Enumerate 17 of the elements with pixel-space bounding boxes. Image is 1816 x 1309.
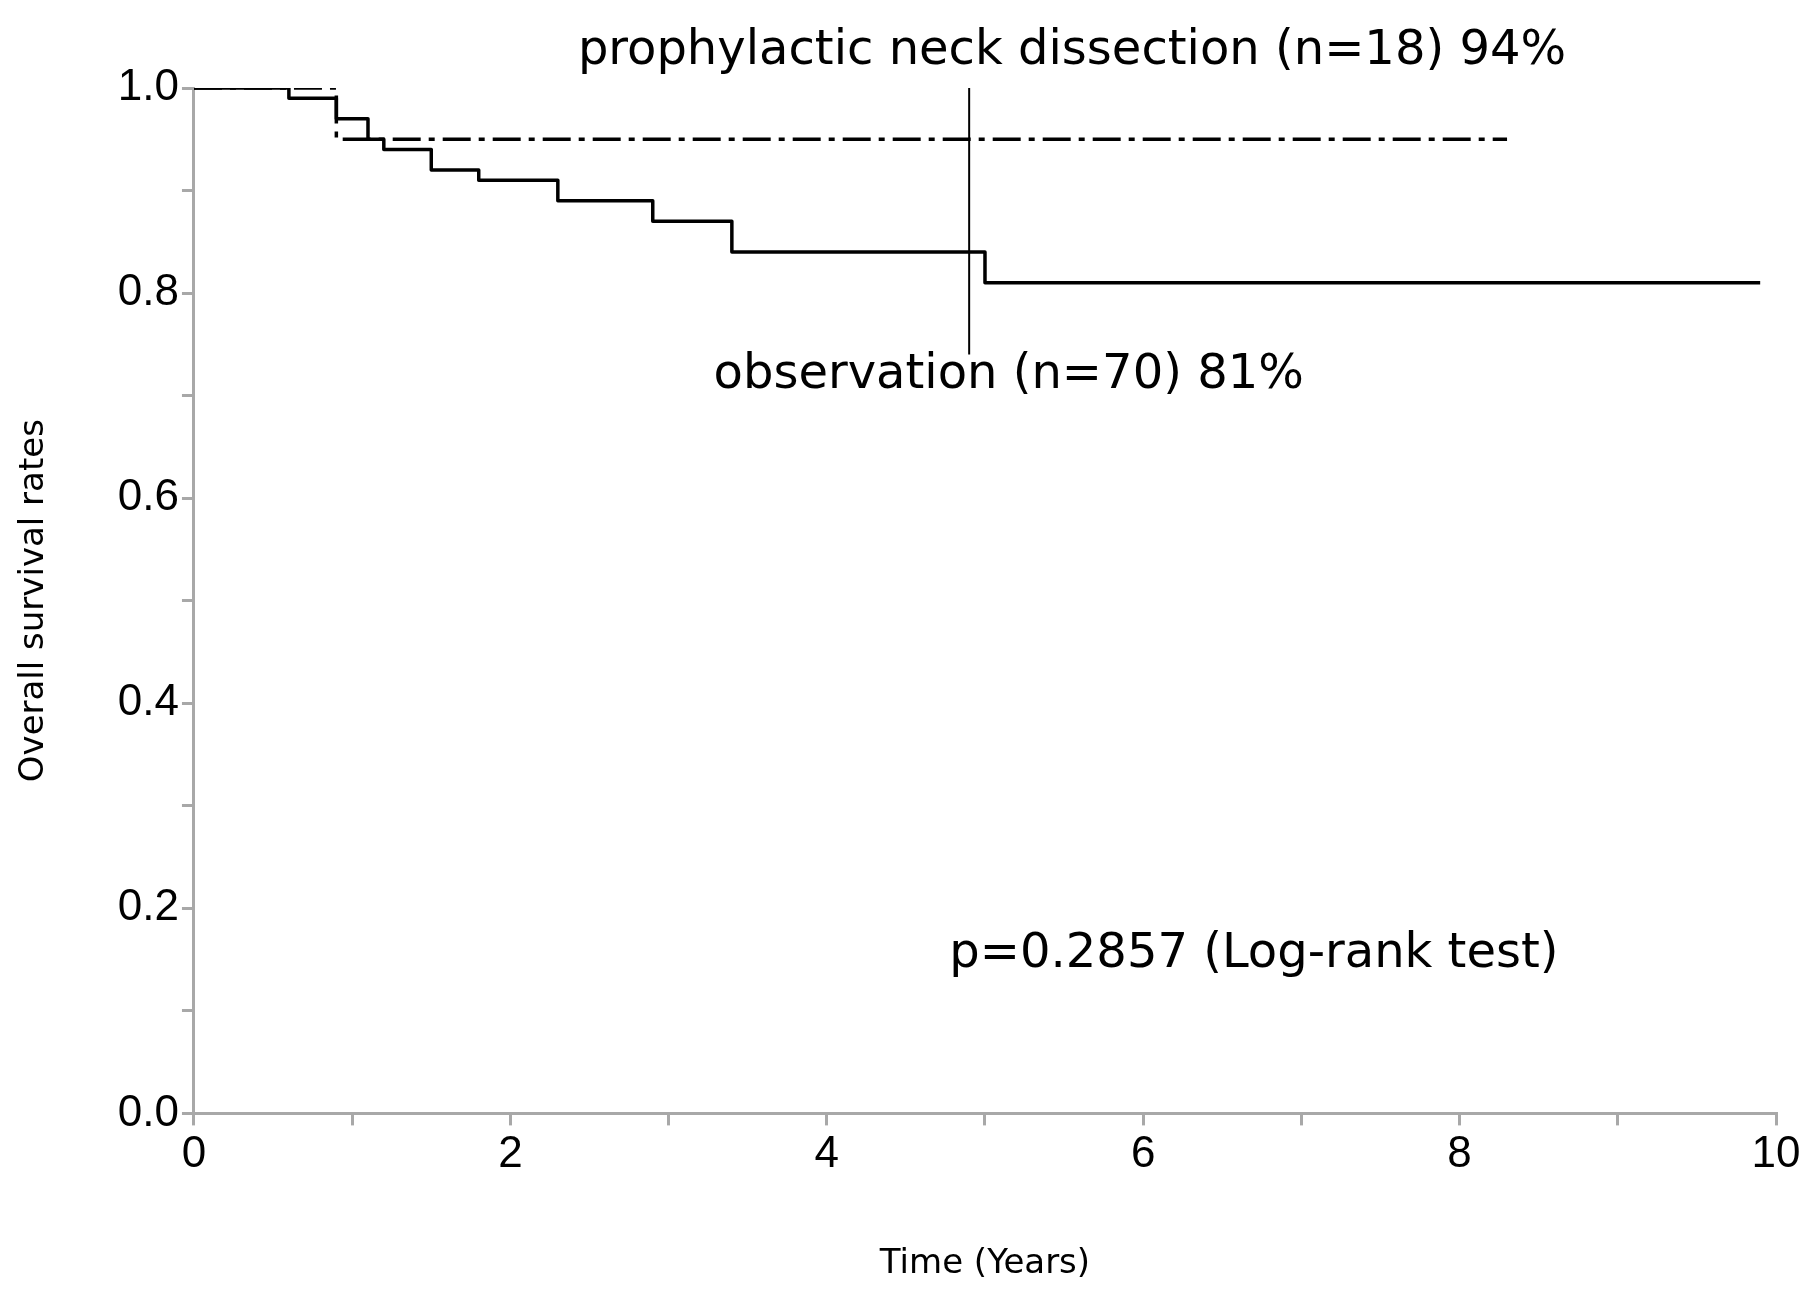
x-axis-title: Time (Years) <box>878 1241 1091 1282</box>
y-tick-label: 0.4 <box>117 675 179 725</box>
annotation: observation (n=70) 81% <box>713 342 1304 399</box>
y-tick-label: 0.2 <box>117 880 179 930</box>
x-tick-label: 4 <box>814 1126 840 1176</box>
text: prophylactic neck dissection (n=18) 94% <box>577 19 1567 76</box>
y-tick-label: 0.0 <box>117 1085 179 1135</box>
annotation: p=0.2857 (Log-rank test) <box>949 921 1559 978</box>
x-tick-label: 8 <box>1447 1126 1472 1176</box>
x-tick-label: 6 <box>1130 1126 1156 1176</box>
x-tick-label: 2 <box>498 1126 523 1176</box>
y-tick-label: 1.0 <box>117 60 179 110</box>
y-tick-label: 0.6 <box>117 470 179 520</box>
x-tick-label: 0 <box>181 1126 207 1176</box>
y-axis-title: Overall survival rates <box>11 419 52 783</box>
x-tick-label: 10 <box>1751 1126 1801 1176</box>
y-tick-label: 0.8 <box>117 265 179 315</box>
